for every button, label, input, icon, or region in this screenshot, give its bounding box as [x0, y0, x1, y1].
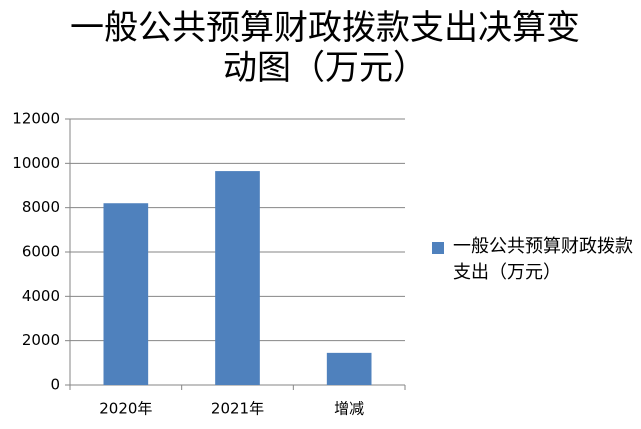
y-tick-label: 6000 [22, 243, 60, 261]
bar [215, 171, 260, 385]
x-tick-label: 2021年 [211, 400, 264, 418]
x-tick-label: 2020年 [99, 400, 152, 418]
bar [326, 352, 372, 385]
x-tick-label: 增减 [334, 400, 364, 418]
y-tick-label: 4000 [22, 287, 60, 305]
bar [103, 203, 149, 385]
legend-label: 一般公共预算财政拨款支出（万元） [453, 236, 633, 283]
y-tick-label: 12000 [12, 110, 60, 128]
chart-title: 一般公共预算财政拨款支出决算变动图（万元） [70, 8, 580, 88]
y-tick-label: 10000 [12, 154, 60, 172]
y-tick-label: 2000 [22, 331, 60, 349]
y-tick-label: 8000 [22, 198, 60, 216]
legend-swatch [432, 242, 444, 254]
y-tick-label: 0 [50, 376, 60, 394]
